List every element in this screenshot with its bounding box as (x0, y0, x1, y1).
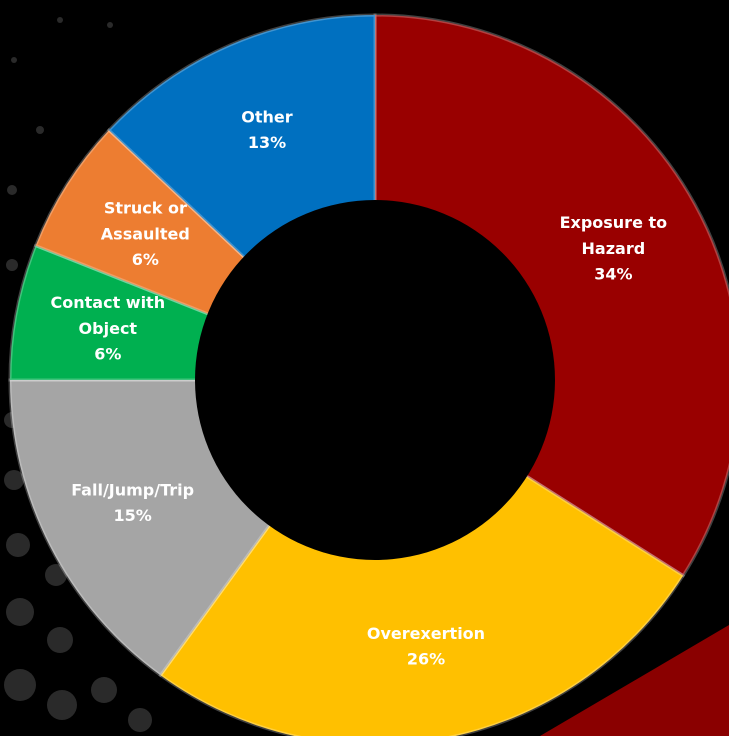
slice-value-label: 15% (113, 506, 151, 525)
slice-category-label: Other (241, 107, 292, 126)
slice-value-label: 6% (132, 250, 159, 269)
slice-category-label: Struck or Assaulted (101, 198, 190, 243)
slice-value-label: 6% (94, 345, 121, 364)
slice-category-label: Contact with Object (51, 293, 166, 338)
slice-value-label: 26% (407, 650, 445, 669)
slice-category-label: Fall/Jump/Trip (71, 480, 194, 499)
slice-value-label: 34% (594, 264, 632, 283)
donut-slice (158, 377, 686, 736)
slice-value-label: 13% (248, 133, 286, 152)
corner-accent (540, 625, 729, 736)
slice-category-label: Exposure to Hazard (560, 212, 668, 257)
slice-category-label: Overexertion (367, 624, 485, 643)
donut-hole (195, 200, 555, 560)
